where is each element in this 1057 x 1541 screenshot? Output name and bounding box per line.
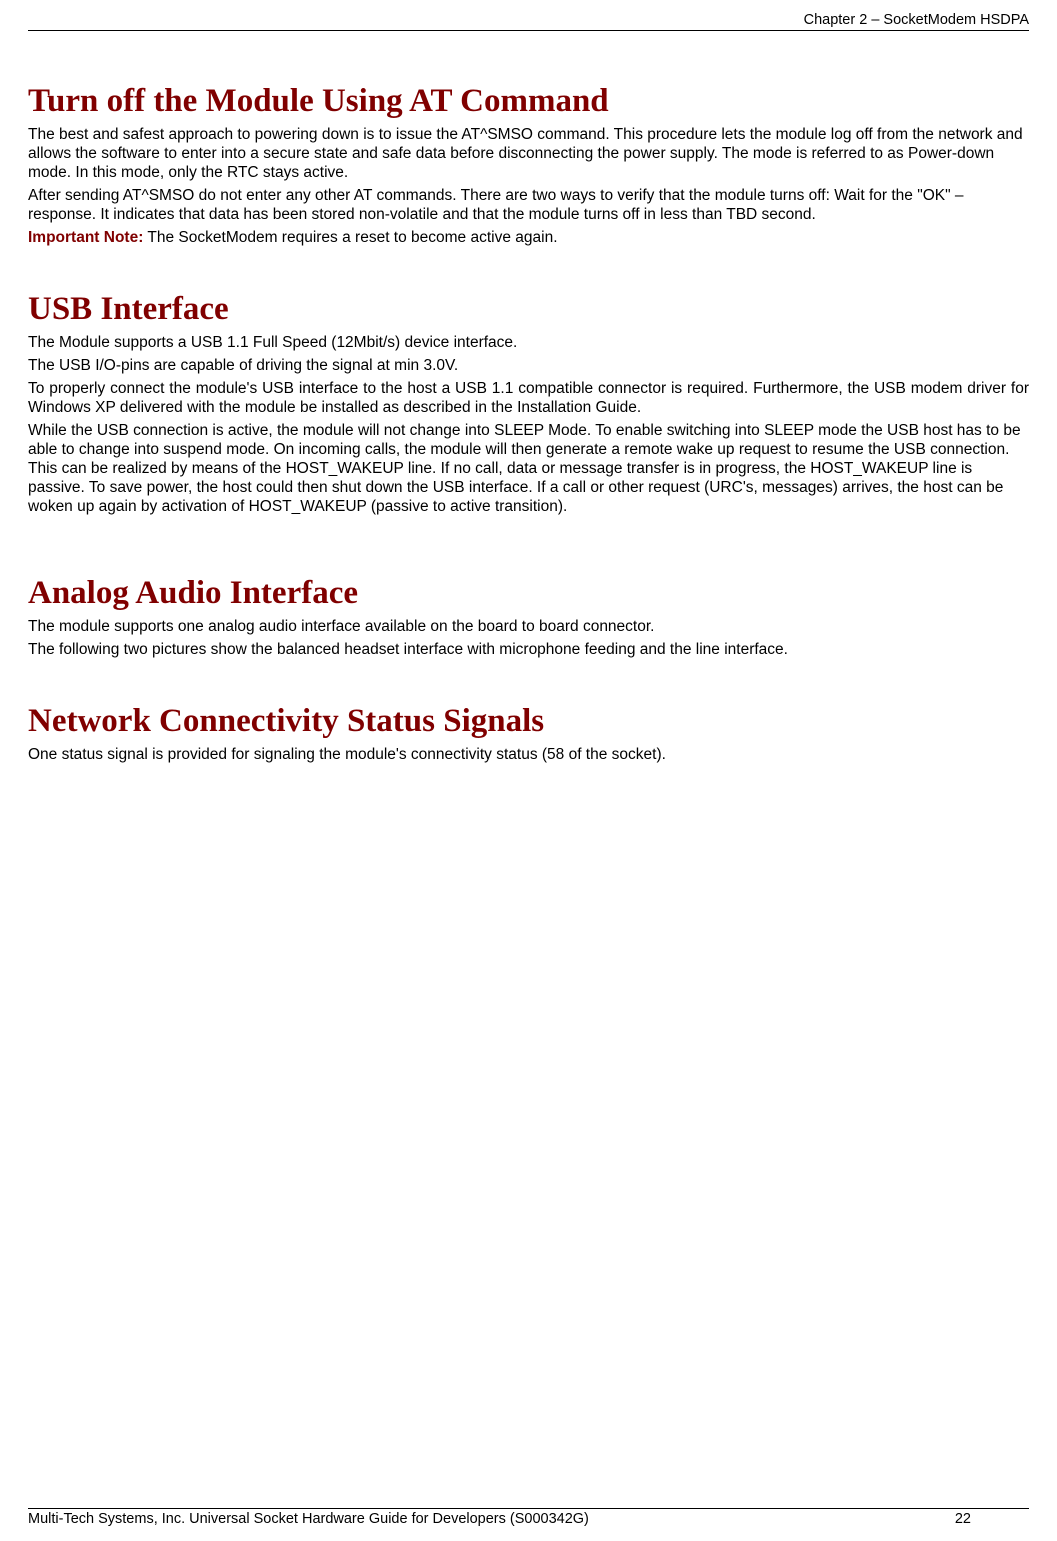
turnoff-p1: The best and safest approach to powering… <box>28 126 1029 183</box>
footer-page-number: 22 <box>955 1511 1029 1527</box>
usb-p1: The Module supports a USB 1.1 Full Speed… <box>28 334 1029 353</box>
page-container: Chapter 2 – SocketModem HSDPA Turn off t… <box>0 0 1057 1541</box>
usb-p3: To properly connect the module's USB int… <box>28 380 1029 418</box>
footer: Multi-Tech Systems, Inc. Universal Socke… <box>28 1508 1029 1527</box>
network-p1: One status signal is provided for signal… <box>28 746 1029 765</box>
heading-network: Network Connectivity Status Signals <box>28 703 1029 740</box>
turnoff-p2: After sending AT^SMSO do not enter any o… <box>28 187 1029 225</box>
heading-audio: Analog Audio Interface <box>28 575 1029 612</box>
footer-text: Multi-Tech Systems, Inc. Universal Socke… <box>28 1511 589 1527</box>
heading-turn-off: Turn off the Module Using AT Command <box>28 83 1029 120</box>
audio-p1: The module supports one analog audio int… <box>28 618 1029 637</box>
important-note-label: Important Note: <box>28 229 143 246</box>
audio-p2: The following two pictures show the bala… <box>28 641 1029 660</box>
usb-p2: The USB I/O-pins are capable of driving … <box>28 357 1029 376</box>
footer-rule <box>28 1508 1029 1509</box>
usb-p4: While the USB connection is active, the … <box>28 422 1029 517</box>
turnoff-note: Important Note: The SocketModem requires… <box>28 229 1029 248</box>
footer-line: Multi-Tech Systems, Inc. Universal Socke… <box>28 1511 1029 1527</box>
header-chapter: Chapter 2 – SocketModem HSDPA <box>28 12 1029 30</box>
header-rule <box>28 30 1029 31</box>
heading-usb: USB Interface <box>28 291 1029 328</box>
important-note-text: The SocketModem requires a reset to beco… <box>143 229 557 246</box>
